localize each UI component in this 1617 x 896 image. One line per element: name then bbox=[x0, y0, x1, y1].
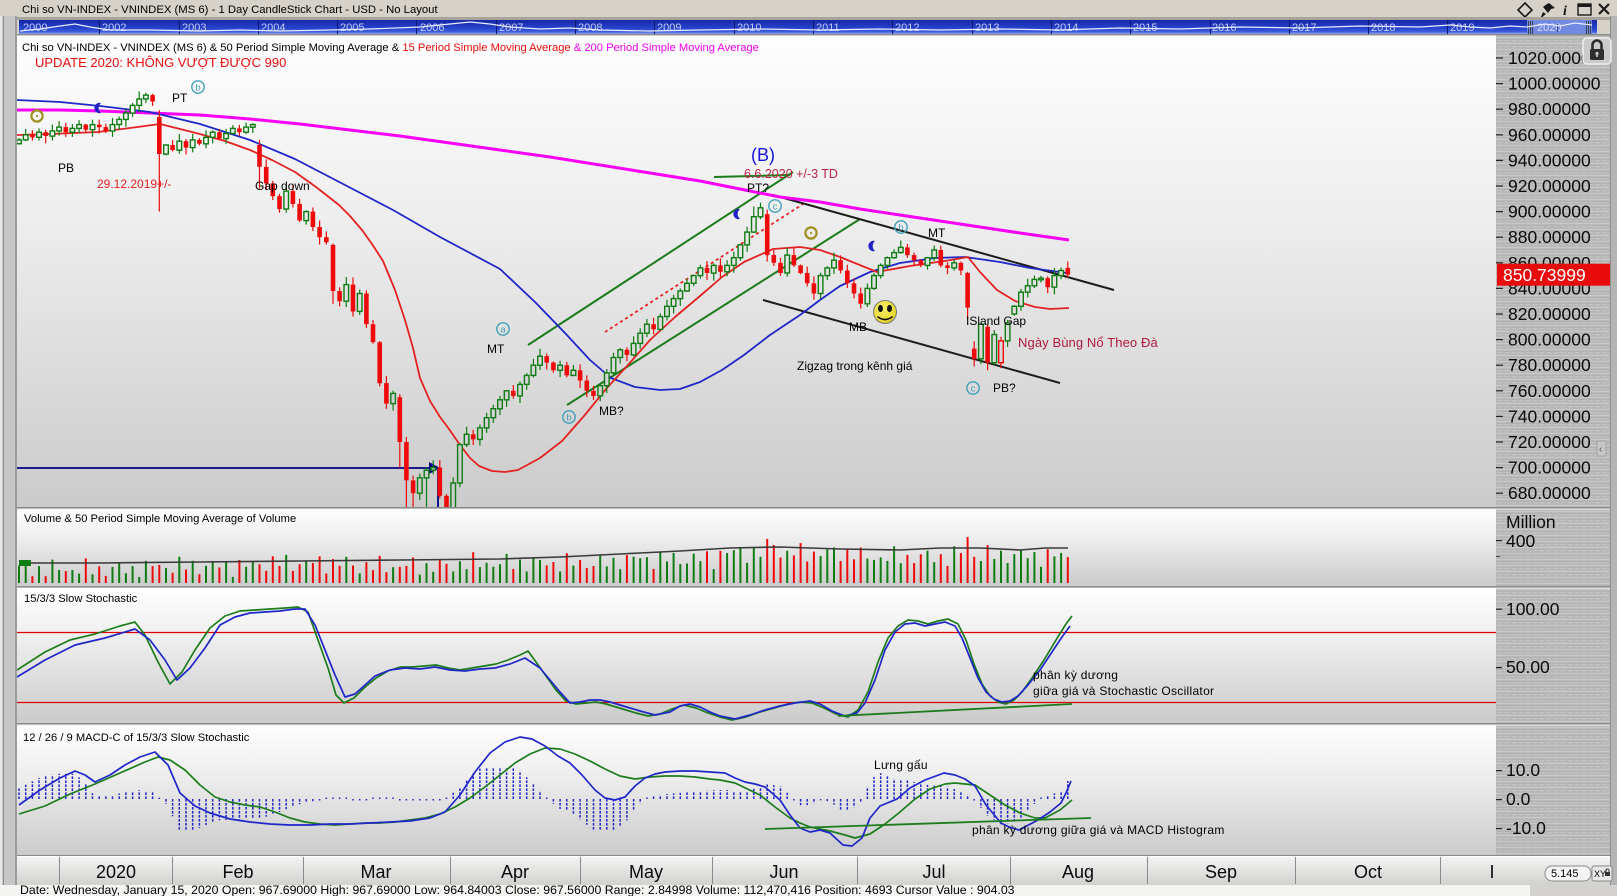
svg-text:UPDATE 2020: KHÔNG VƯỢT ĐƯỢC 9: UPDATE 2020: KHÔNG VƯỢT ĐƯỢC 990 bbox=[35, 55, 286, 70]
svg-text:Aug: Aug bbox=[1062, 862, 1094, 882]
svg-text:900.00000: 900.00000 bbox=[1508, 202, 1591, 222]
svg-text:XY: XY bbox=[1594, 869, 1606, 879]
svg-text:Feb: Feb bbox=[222, 862, 253, 882]
svg-text:850.73999: 850.73999 bbox=[1503, 265, 1586, 285]
svg-text:2020: 2020 bbox=[96, 862, 136, 882]
svg-text:2010: 2010 bbox=[737, 22, 761, 34]
svg-text:29.12.2019+/-: 29.12.2019+/- bbox=[97, 177, 171, 191]
svg-text:Oct: Oct bbox=[1354, 862, 1382, 882]
svg-text:2012: 2012 bbox=[895, 22, 919, 34]
svg-text:PB?: PB? bbox=[993, 381, 1016, 395]
svg-text:6.6.2020 +/-3 TD: 6.6.2020 +/-3 TD bbox=[744, 167, 838, 181]
svg-text:Jul: Jul bbox=[922, 862, 945, 882]
svg-text:2000: 2000 bbox=[23, 22, 47, 34]
svg-text:PB: PB bbox=[58, 161, 74, 175]
svg-text:980.00000: 980.00000 bbox=[1508, 99, 1591, 119]
svg-text:820.00000: 820.00000 bbox=[1508, 304, 1591, 324]
svg-text:2009: 2009 bbox=[657, 22, 681, 34]
svg-text:2005: 2005 bbox=[340, 22, 364, 34]
svg-text:960.00000: 960.00000 bbox=[1508, 125, 1591, 145]
svg-text:800.00000: 800.00000 bbox=[1508, 330, 1591, 350]
svg-text:2018: 2018 bbox=[1371, 22, 1395, 34]
svg-text:100.00: 100.00 bbox=[1506, 599, 1560, 619]
svg-text:2007: 2007 bbox=[499, 22, 523, 34]
svg-text:MT: MT bbox=[928, 226, 946, 240]
svg-text:920.00000: 920.00000 bbox=[1508, 176, 1591, 196]
svg-text:Chi so VN-INDEX - VNINDEX (MS: Chi so VN-INDEX - VNINDEX (MS 6) - 1 Day… bbox=[22, 4, 438, 16]
svg-text:b: b bbox=[195, 83, 200, 94]
svg-text:10.0: 10.0 bbox=[1506, 760, 1540, 780]
svg-text:Gap down: Gap down bbox=[255, 179, 310, 193]
svg-text:12 / 26 / 9 MACD-C of 15/3/3 S: 12 / 26 / 9 MACD-C of 15/3/3 Slow Stocha… bbox=[23, 732, 250, 744]
svg-text:2019: 2019 bbox=[1450, 22, 1474, 34]
svg-text:Sep: Sep bbox=[1205, 862, 1237, 882]
svg-text:2003: 2003 bbox=[182, 22, 206, 34]
svg-text:i: i bbox=[1563, 4, 1567, 19]
svg-text:2006: 2006 bbox=[420, 22, 444, 34]
svg-text:c: c bbox=[971, 384, 976, 395]
svg-text:2004: 2004 bbox=[261, 22, 285, 34]
svg-text:Million: Million bbox=[1506, 512, 1556, 532]
svg-text:0.0: 0.0 bbox=[1506, 789, 1531, 809]
svg-text:(B): (B) bbox=[751, 145, 775, 165]
svg-text:MB: MB bbox=[849, 320, 867, 334]
svg-text:MB?: MB? bbox=[599, 404, 624, 418]
svg-text:2014: 2014 bbox=[1054, 22, 1078, 34]
svg-text:a: a bbox=[500, 325, 506, 336]
svg-text:ISland Gap: ISland Gap bbox=[966, 314, 1026, 328]
svg-text:Chi so VN-INDEX - VNINDEX (MS: Chi so VN-INDEX - VNINDEX (MS 6) & 50 Pe… bbox=[22, 42, 759, 54]
svg-text:50.00: 50.00 bbox=[1506, 657, 1550, 677]
svg-text:giữa giá và Stochastic Oscilla: giữa giá và Stochastic Oscillator bbox=[1033, 684, 1214, 698]
svg-text:5.145: 5.145 bbox=[1551, 868, 1579, 880]
svg-text:15/3/3 Slow Stochastic: 15/3/3 Slow Stochastic bbox=[24, 593, 138, 605]
svg-text:-10.0: -10.0 bbox=[1506, 818, 1546, 838]
svg-text:b: b bbox=[898, 223, 903, 234]
svg-text:b: b bbox=[566, 413, 571, 424]
svg-text:PT: PT bbox=[172, 91, 188, 105]
svg-text:Apr: Apr bbox=[501, 862, 529, 882]
svg-text:1000.00000: 1000.00000 bbox=[1508, 74, 1601, 94]
svg-text:Zigzag trong kênh giá: Zigzag trong kênh giá bbox=[797, 359, 913, 373]
svg-text:740.00000: 740.00000 bbox=[1508, 406, 1591, 426]
svg-text:Mar: Mar bbox=[361, 862, 392, 882]
svg-text:Date: Wednesday, January 15, 2: Date: Wednesday, January 15, 2020 Open: … bbox=[20, 883, 1015, 896]
svg-text:2011: 2011 bbox=[816, 22, 840, 34]
svg-text:880.00000: 880.00000 bbox=[1508, 227, 1591, 247]
svg-text:780.00000: 780.00000 bbox=[1508, 355, 1591, 375]
svg-text:760.00000: 760.00000 bbox=[1508, 381, 1591, 401]
svg-text:phân kỳ dương giữa giá và MACD: phân kỳ dương giữa giá và MACD Histogram bbox=[972, 823, 1225, 837]
svg-text:MT: MT bbox=[487, 342, 505, 356]
svg-text:700.00000: 700.00000 bbox=[1508, 458, 1591, 478]
svg-text:720.00000: 720.00000 bbox=[1508, 432, 1591, 452]
svg-text:Ngày Bùng Nổ Theo Đà: Ngày Bùng Nổ Theo Đà bbox=[1018, 335, 1158, 350]
svg-text:Jun: Jun bbox=[769, 862, 798, 882]
svg-text:phân kỳ dương: phân kỳ dương bbox=[1033, 668, 1118, 682]
svg-text:2008: 2008 bbox=[578, 22, 602, 34]
svg-text:400: 400 bbox=[1506, 531, 1535, 551]
svg-text:I: I bbox=[1489, 862, 1494, 882]
svg-text:940.00000: 940.00000 bbox=[1508, 150, 1591, 170]
svg-text:680.00000: 680.00000 bbox=[1508, 483, 1591, 503]
svg-text:Lưng gấu: Lưng gấu bbox=[874, 758, 928, 772]
svg-text:2013: 2013 bbox=[975, 22, 999, 34]
svg-text:2002: 2002 bbox=[102, 22, 126, 34]
svg-text:1020.00000: 1020.00000 bbox=[1508, 48, 1601, 68]
svg-text:‹: ‹ bbox=[1599, 444, 1602, 455]
svg-text:c: c bbox=[773, 202, 778, 213]
svg-text:May: May bbox=[629, 862, 663, 882]
svg-text:Volume & 50 Period Simple Movi: Volume & 50 Period Simple Moving Average… bbox=[24, 513, 296, 525]
svg-text:PT?: PT? bbox=[747, 181, 769, 195]
